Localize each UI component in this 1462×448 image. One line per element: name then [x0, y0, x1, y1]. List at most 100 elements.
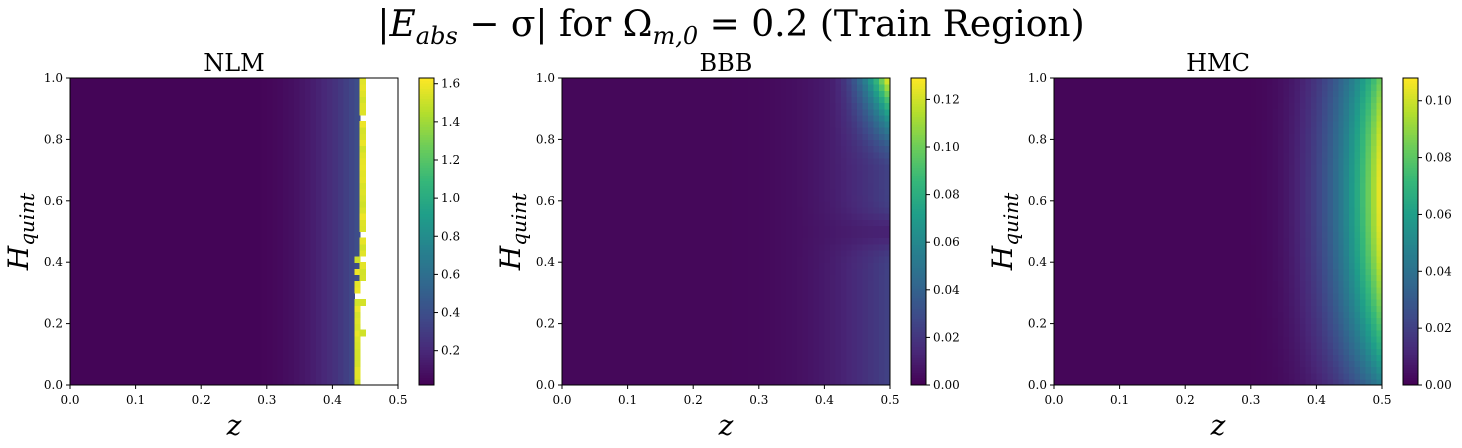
heatmap-cell	[162, 120, 169, 128]
heatmap-cell	[75, 170, 82, 177]
colorbar-segment	[419, 323, 434, 327]
heatmap-cell	[184, 145, 191, 153]
heatmap-cell	[190, 348, 197, 355]
heatmap-cell	[102, 323, 109, 331]
heatmap-cell	[102, 114, 109, 122]
heatmap-cell	[310, 262, 317, 269]
heatmap-cell	[791, 311, 798, 319]
heatmap-cell	[75, 360, 82, 368]
heatmap-cell	[97, 243, 104, 251]
heatmap-cell	[119, 200, 126, 208]
heatmap-cell	[644, 372, 651, 380]
colorbar-tick-label: 1.2	[441, 153, 460, 167]
heatmap-cell	[709, 84, 716, 91]
heatmap-cell	[305, 311, 312, 319]
heatmap-cell	[638, 335, 645, 343]
heatmap-cell	[316, 268, 323, 276]
heatmap-cell	[234, 366, 241, 374]
heatmap-cell	[168, 157, 175, 165]
heatmap-cell	[720, 157, 727, 165]
heatmap-cell	[190, 114, 197, 122]
heatmap-cell	[190, 90, 197, 98]
heatmap-cell	[184, 268, 191, 276]
heatmap-cell	[775, 354, 782, 362]
heatmap-cell	[665, 182, 672, 190]
heatmap-cell	[726, 96, 733, 104]
heatmap-cell	[622, 305, 629, 312]
heatmap-cell	[75, 163, 82, 171]
heatmap-cell	[113, 96, 120, 104]
heatmap-cell	[310, 139, 317, 147]
heatmap-cell	[321, 366, 328, 374]
colorbar-segment	[419, 172, 434, 176]
heatmap-cell	[622, 335, 629, 343]
heatmap-cell	[108, 317, 115, 325]
heatmap-cell	[622, 243, 629, 251]
heatmap-cell	[321, 133, 328, 140]
heatmap-cell	[791, 268, 798, 276]
heatmap-cell	[305, 219, 312, 226]
heatmap-cell	[742, 256, 749, 263]
heatmap-cell	[644, 323, 651, 331]
heatmap-cell	[179, 213, 186, 220]
heatmap-cell	[141, 317, 148, 325]
heatmap-cell	[616, 231, 623, 239]
heatmap-cell	[562, 182, 569, 190]
heatmap-cell	[572, 268, 579, 276]
heatmap-cell	[343, 335, 350, 343]
heatmap-cell	[780, 78, 787, 85]
heatmap-cell	[326, 120, 333, 128]
heatmap-cell	[332, 299, 339, 306]
heatmap-cell	[294, 200, 301, 208]
heatmap-cell	[239, 348, 246, 355]
heatmap-cell	[742, 292, 749, 300]
heatmap-cell	[687, 249, 694, 257]
heatmap-cell	[671, 335, 678, 343]
heatmap-cell	[583, 335, 590, 343]
heatmap-cell	[91, 102, 98, 110]
heatmap-cell	[720, 188, 727, 196]
heatmap-cell	[747, 84, 754, 91]
heatmap-cell	[753, 120, 760, 128]
heatmap-cell	[316, 194, 323, 202]
heatmap-cell	[321, 292, 328, 300]
heatmap-cell	[753, 317, 760, 325]
heatmap-cell	[97, 348, 104, 355]
heatmap-cell	[299, 268, 306, 276]
heatmap-cell	[168, 354, 175, 362]
heatmap-cell	[97, 213, 104, 220]
heatmap-cell	[75, 194, 82, 202]
heatmap-cell	[206, 114, 213, 122]
heatmap-cell	[162, 84, 169, 91]
heatmap-cell	[742, 286, 749, 294]
heatmap-cell	[217, 249, 224, 257]
heatmap-cell	[622, 176, 629, 183]
heatmap-cell	[305, 280, 312, 288]
heatmap-cell	[715, 96, 722, 104]
heatmap-cell	[97, 299, 104, 306]
heatmap-cell	[332, 372, 339, 380]
heatmap-cell	[775, 133, 782, 140]
heatmap-cell	[348, 96, 355, 104]
heatmap-cell	[731, 206, 738, 214]
heatmap-cell	[638, 317, 645, 325]
heatmap-cell	[255, 120, 262, 128]
heatmap-cell	[654, 225, 661, 233]
heatmap-cell	[294, 354, 301, 362]
heatmap-cell	[184, 305, 191, 312]
heatmap-cell	[654, 256, 661, 263]
heatmap-cell	[157, 366, 164, 374]
heatmap-cell	[720, 249, 727, 257]
heatmap-cell	[616, 96, 623, 104]
heatmap-cell	[758, 219, 765, 226]
heatmap-cell	[616, 182, 623, 190]
heatmap-cell	[682, 378, 689, 386]
heatmap-cell	[638, 354, 645, 362]
heatmap-cell	[775, 206, 782, 214]
heatmap-cell	[605, 133, 612, 140]
heatmap-cell	[676, 114, 683, 122]
heatmap-cell	[649, 268, 656, 276]
heatmap-cell	[747, 90, 754, 98]
heatmap-cell	[244, 176, 251, 183]
heatmap-cell	[195, 249, 202, 257]
